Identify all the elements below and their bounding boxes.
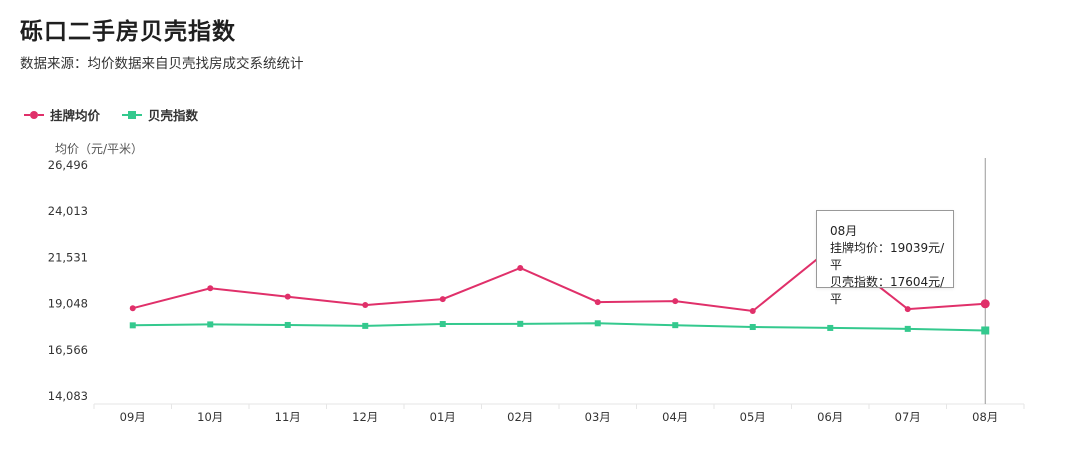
y-axis-label: 均价（元/平米） <box>55 142 144 156</box>
data-point-listing[interactable] <box>439 296 446 303</box>
legend-label-listing: 挂牌均价 <box>50 108 101 123</box>
legend-label-index: 贝壳指数 <box>148 108 199 123</box>
y-tick-label: 26,496 <box>48 158 88 172</box>
data-point-index[interactable] <box>672 322 679 329</box>
legend-swatch-listing <box>24 109 44 121</box>
data-point-listing[interactable] <box>749 308 756 315</box>
data-point-index[interactable] <box>362 322 369 329</box>
data-point-listing[interactable] <box>980 299 990 309</box>
x-tick-label: 10月 <box>197 410 223 424</box>
data-point-index[interactable] <box>827 324 834 331</box>
chart-legend: 挂牌均价 贝壳指数 <box>24 105 198 124</box>
data-point-index[interactable] <box>904 325 911 332</box>
data-source-note: 数据来源：均价数据来自贝壳找房成交系统统计 <box>20 56 304 72</box>
data-point-index[interactable] <box>517 320 524 327</box>
hover-tooltip: 08月 挂牌均价：19039元/平 贝壳指数：17604元/平 <box>816 210 954 306</box>
data-point-listing[interactable] <box>594 299 601 306</box>
data-point-listing[interactable] <box>517 265 524 272</box>
series-line-index <box>132 322 986 332</box>
y-tick-label: 14,083 <box>48 389 88 403</box>
data-point-listing[interactable] <box>904 306 911 313</box>
data-point-listing[interactable] <box>207 285 214 292</box>
data-point-listing[interactable] <box>129 305 136 312</box>
data-point-listing[interactable] <box>284 293 291 300</box>
x-tick-label: 06月 <box>817 410 843 424</box>
y-tick-label: 16,566 <box>48 343 88 357</box>
x-tick-label: 09月 <box>120 410 146 424</box>
y-tick-label: 21,531 <box>48 250 88 264</box>
x-tick-label: 12月 <box>352 410 378 424</box>
data-point-index[interactable] <box>284 321 291 328</box>
tooltip-month: 08月 <box>830 224 858 238</box>
data-point-index[interactable] <box>981 326 990 335</box>
data-point-listing[interactable] <box>362 302 369 309</box>
tooltip-listing-price: 挂牌均价：19039元/平 <box>830 241 945 272</box>
data-point-index[interactable] <box>749 324 756 331</box>
x-tick-label: 02月 <box>507 410 533 424</box>
y-tick-label: 24,013 <box>48 204 88 218</box>
tooltip-index-price: 贝壳指数：17604元/平 <box>830 275 945 306</box>
data-point-index[interactable] <box>439 321 446 328</box>
page-title: 砾口二手房贝壳指数 <box>20 19 236 45</box>
x-tick-label: 01月 <box>430 410 456 424</box>
x-tick-label: 11月 <box>275 410 301 424</box>
legend-item-index[interactable]: 贝壳指数 <box>122 105 198 124</box>
data-point-index[interactable] <box>594 320 601 327</box>
data-point-index[interactable] <box>129 322 136 329</box>
x-tick-label: 04月 <box>662 410 688 424</box>
x-tick-label: 03月 <box>585 410 611 424</box>
data-point-listing[interactable] <box>672 298 679 305</box>
legend-item-listing[interactable]: 挂牌均价 <box>24 105 100 124</box>
data-point-index[interactable] <box>207 321 214 328</box>
y-tick-label: 19,048 <box>48 297 88 311</box>
legend-swatch-index <box>122 109 143 121</box>
x-tick-label: 05月 <box>740 410 766 424</box>
x-tick-label: 08月 <box>972 410 998 424</box>
x-tick-label: 07月 <box>895 410 921 424</box>
